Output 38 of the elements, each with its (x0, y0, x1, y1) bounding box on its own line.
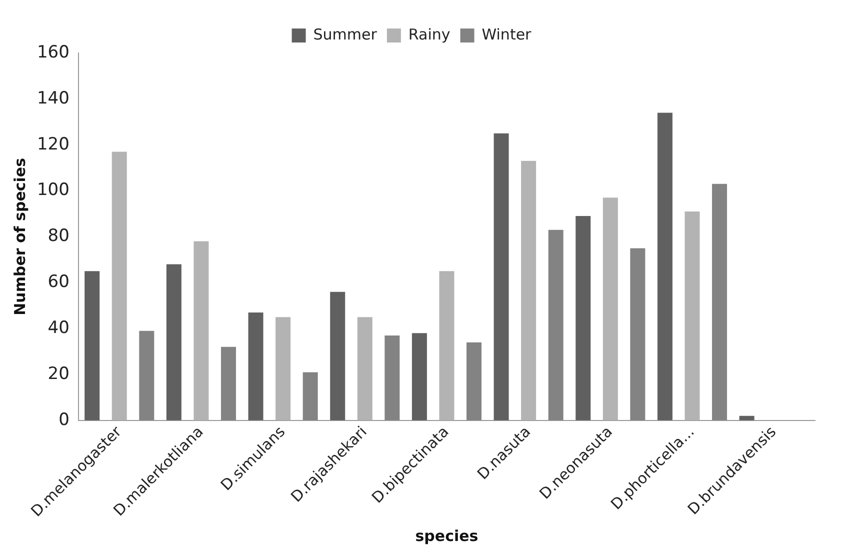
bar (684, 211, 700, 420)
bar (276, 317, 291, 420)
bar (548, 230, 564, 420)
bar (166, 264, 182, 420)
bar (712, 184, 728, 420)
legend-label: Winter (482, 25, 532, 44)
bar (576, 216, 591, 420)
y-tick-label: 40 (48, 318, 70, 338)
bar (248, 312, 264, 420)
bar (302, 372, 318, 420)
legend-label: Summer (313, 25, 378, 44)
y-tick-label: 60 (48, 272, 70, 292)
bar (521, 160, 536, 420)
x-axis-title: species (415, 526, 478, 545)
bar (439, 271, 454, 420)
bar (357, 317, 372, 420)
bar (466, 342, 482, 420)
bar (330, 292, 346, 420)
y-tick-label: 140 (36, 88, 70, 108)
y-tick-label: 120 (36, 134, 70, 154)
bar (412, 333, 427, 420)
bar (194, 241, 209, 420)
y-tick-label: 100 (36, 180, 70, 200)
bar (112, 152, 127, 420)
legend-label: Rainy (408, 25, 450, 44)
bar (139, 330, 154, 420)
y-tick-label: 0 (58, 410, 70, 430)
y-tick-label: 160 (36, 42, 70, 62)
y-tick-label: 20 (48, 364, 70, 384)
bar (384, 335, 400, 420)
bar (220, 346, 236, 420)
bar (630, 248, 646, 420)
bar (602, 198, 618, 420)
bar (494, 133, 509, 420)
bar (657, 112, 672, 420)
y-axis-title: Number of species (10, 158, 29, 316)
y-tick-label: 80 (48, 226, 70, 246)
bar (84, 271, 100, 420)
